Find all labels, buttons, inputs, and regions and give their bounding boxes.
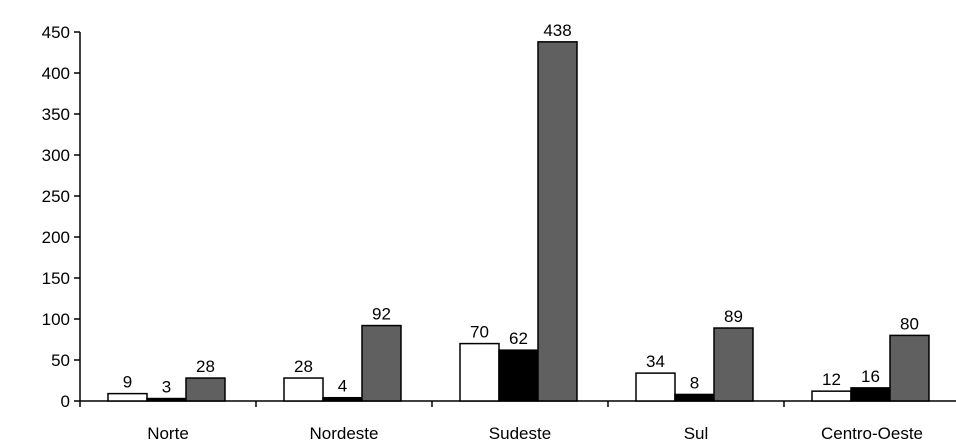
y-tick-label-450: 450 xyxy=(42,23,70,42)
data-label-centro-oeste-series-1: 12 xyxy=(822,370,841,389)
bar-sudeste-series-1 xyxy=(459,342,500,402)
category-label-centro-oeste: Centro-Oeste xyxy=(821,424,923,443)
category-label-norte: Norte xyxy=(147,424,189,443)
data-label-norte-series-2: 3 xyxy=(162,378,171,397)
bar-sudeste-series-2 xyxy=(498,349,539,402)
data-label-sudeste-series-3: 438 xyxy=(543,21,571,40)
data-label-norte-series-3: 28 xyxy=(196,357,215,376)
bar-norte-series-2 xyxy=(146,397,187,402)
x-axis: Norte Nordeste Sudeste Sul Centro-Oeste xyxy=(79,400,956,443)
y-axis: 0 50 100 150 200 250 300 350 400 450 xyxy=(42,23,81,411)
y-tick-label-300: 300 xyxy=(42,146,70,165)
bar-nordeste-series-2 xyxy=(322,396,363,402)
data-label-sul-series-2: 8 xyxy=(690,373,699,392)
data-label-norte-series-1: 9 xyxy=(123,373,132,392)
y-tick-label-100: 100 xyxy=(42,310,70,329)
y-tick-label-200: 200 xyxy=(42,228,70,247)
y-tick-label-50: 50 xyxy=(51,351,70,370)
data-label-centro-oeste-series-2: 16 xyxy=(861,367,880,386)
category-label-sul: Sul xyxy=(684,424,709,443)
y-tick-label-250: 250 xyxy=(42,187,70,206)
data-label-sudeste-series-2: 62 xyxy=(509,329,528,348)
bar-sudeste-series-3 xyxy=(537,41,578,402)
bar-centro-oeste-series-3 xyxy=(889,334,930,402)
data-label-sul-series-1: 34 xyxy=(646,352,665,371)
bar-nordeste-series-1 xyxy=(283,377,324,402)
bars-group xyxy=(107,41,930,402)
category-label-nordeste: Nordeste xyxy=(310,424,379,443)
bar-nordeste-series-3 xyxy=(361,324,402,402)
data-label-nordeste-series-2: 4 xyxy=(338,377,347,396)
bar-sul-series-1 xyxy=(635,372,676,402)
bar-centro-oeste-series-2 xyxy=(850,387,891,402)
data-label-nordeste-series-1: 28 xyxy=(294,357,313,376)
bar-norte-series-1 xyxy=(107,392,148,402)
category-label-sudeste: Sudeste xyxy=(489,424,551,443)
data-labels-group: 9 3 28 28 4 92 70 62 438 34 8 89 12 16 80 xyxy=(123,21,919,397)
bar-sul-series-2 xyxy=(674,393,715,402)
y-tick-label-350: 350 xyxy=(42,105,70,124)
bar-sul-series-3 xyxy=(713,327,754,402)
data-label-nordeste-series-3: 92 xyxy=(372,305,391,324)
y-tick-label-400: 400 xyxy=(42,64,70,83)
data-label-sudeste-series-1: 70 xyxy=(470,323,489,342)
bar-norte-series-3 xyxy=(185,377,226,402)
y-tick-label-0: 0 xyxy=(61,392,70,411)
bar-centro-oeste-series-1 xyxy=(811,390,852,402)
data-label-centro-oeste-series-3: 80 xyxy=(900,314,919,333)
y-tick-label-150: 150 xyxy=(42,269,70,288)
data-label-sul-series-3: 89 xyxy=(724,307,743,326)
